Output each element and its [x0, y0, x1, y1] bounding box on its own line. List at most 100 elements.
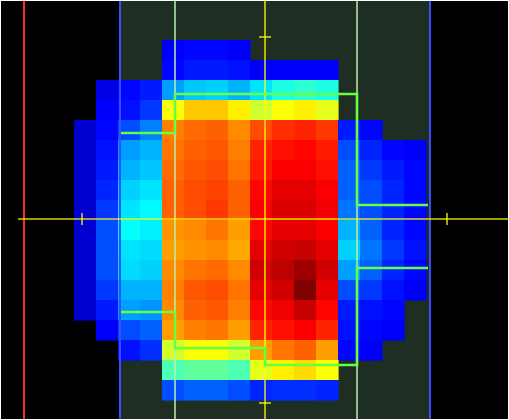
dose-cell [272, 160, 295, 181]
dose-cell [250, 120, 273, 141]
dose-cell [96, 140, 119, 161]
dose-cell [184, 40, 207, 61]
dose-cell [184, 280, 207, 301]
dose-cell [294, 260, 317, 281]
dose-cell [206, 240, 229, 261]
dose-cell [228, 300, 251, 321]
dose-cell [404, 260, 427, 281]
dose-cell [162, 220, 185, 241]
dose-cell [316, 300, 339, 321]
dose-cell [228, 140, 251, 161]
dose-cell [294, 80, 317, 101]
dose-cell [140, 120, 163, 141]
dose-cell [206, 120, 229, 141]
dose-cell [162, 360, 185, 381]
dose-cell [382, 280, 405, 301]
dose-cell [96, 260, 119, 281]
dose-cell [316, 80, 339, 101]
dose-cell [250, 180, 273, 201]
dose-cell [118, 300, 141, 321]
dose-cell [228, 200, 251, 221]
dose-cell [338, 340, 361, 361]
dose-cell [316, 160, 339, 181]
dose-cell [96, 280, 119, 301]
dose-cell [74, 140, 97, 161]
dose-cell [404, 220, 427, 241]
dose-cell [382, 300, 405, 321]
dose-cell [228, 180, 251, 201]
dose-cell [250, 160, 273, 181]
dose-cell [228, 260, 251, 281]
dose-cell [140, 220, 163, 241]
dose-cell [250, 100, 273, 121]
dose-cell [206, 40, 229, 61]
dose-cell [140, 140, 163, 161]
dose-cell [360, 200, 383, 221]
dose-cell [404, 280, 427, 301]
dose-cell [184, 260, 207, 281]
dose-cell [382, 260, 405, 281]
dose-cell [96, 120, 119, 141]
dose-cell [206, 180, 229, 201]
dose-cell [118, 100, 141, 121]
dose-cell [184, 140, 207, 161]
dose-cell [228, 360, 251, 381]
dose-cell [96, 320, 119, 341]
dose-cell [206, 300, 229, 321]
dose-cell [338, 180, 361, 201]
overlays [18, 0, 509, 420]
dose-cell [338, 300, 361, 321]
dose-cell [294, 220, 317, 241]
dose-cell [162, 340, 185, 361]
dose-cell [250, 80, 273, 101]
dose-cell [206, 140, 229, 161]
dose-cell [382, 220, 405, 241]
dose-cell [96, 160, 119, 181]
dose-cell [272, 240, 295, 261]
dose-cell [294, 120, 317, 141]
dose-cell [184, 200, 207, 221]
dose-cell [316, 240, 339, 261]
dose-cell [206, 220, 229, 241]
isodose-outline [121, 92, 428, 367]
dose-cell [162, 240, 185, 261]
dose-cell [228, 160, 251, 181]
dose-cell [96, 220, 119, 241]
dose-cell [272, 180, 295, 201]
dose-cell [250, 380, 273, 401]
dose-cell [294, 340, 317, 361]
dose-cell [272, 80, 295, 101]
dose-heatmap [74, 40, 427, 401]
dose-cell [250, 260, 273, 281]
dose-cell [162, 80, 185, 101]
dose-cell [272, 120, 295, 141]
dose-cell [250, 360, 273, 381]
dose-cell [74, 220, 97, 241]
dose-cell [118, 80, 141, 101]
dose-cell [272, 340, 295, 361]
dose-cell [140, 300, 163, 321]
dose-cell [228, 60, 251, 81]
dose-cell [118, 140, 141, 161]
dose-cell [360, 300, 383, 321]
dose-cell [294, 320, 317, 341]
dose-cell [184, 340, 207, 361]
dose-cell [250, 220, 273, 241]
dose-cell [96, 100, 119, 121]
dose-cell [206, 200, 229, 221]
dose-cell [162, 40, 185, 61]
dose-cell [228, 320, 251, 341]
dose-cell [360, 260, 383, 281]
dose-cell [404, 140, 427, 161]
dose-cell [360, 160, 383, 181]
dose-cell [272, 100, 295, 121]
dose-cell [338, 280, 361, 301]
dose-cell [360, 140, 383, 161]
dose-cell [404, 200, 427, 221]
dose-cell [272, 280, 295, 301]
dose-cell [382, 160, 405, 181]
dose-cell [228, 280, 251, 301]
dose-cell [118, 120, 141, 141]
